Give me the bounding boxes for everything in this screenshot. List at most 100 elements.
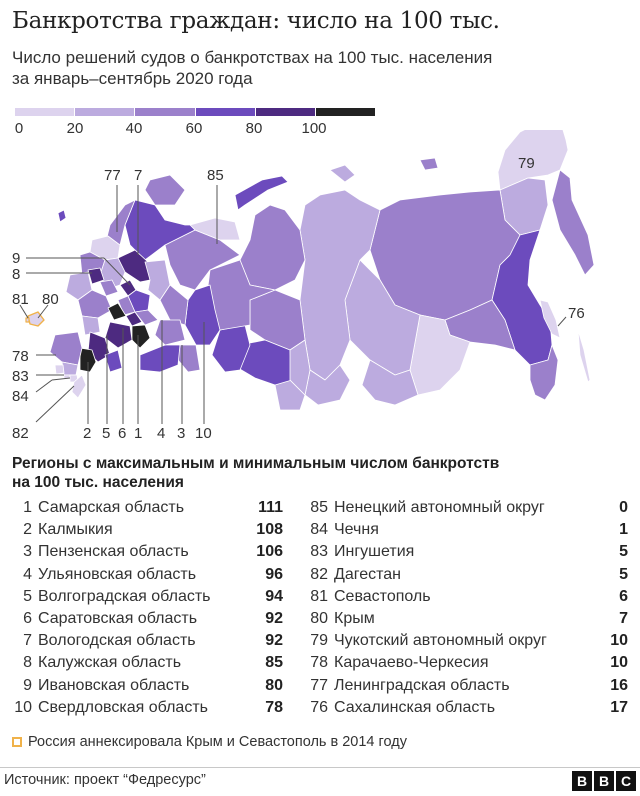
map-label-8: 8 [12,266,20,283]
list-item: 3 Пензенская область 106 [6,541,283,563]
map-label-9: 9 [12,250,20,267]
map-label-10: 10 [195,425,212,442]
region-novaya-zemlya [234,175,289,211]
russia-choropleth-map: 77 7 85 79 76 9 8 81 80 78 83 84 82 2 5 … [12,130,595,442]
value: 10 [610,632,628,650]
region-name: Вологодская область [38,632,196,650]
rank: 6 [23,610,32,628]
bbc-logo-letter: B [572,771,592,791]
map-label-5: 5 [102,425,110,442]
chart-title: Банкротства граждан: число на 100 тыс. [12,8,500,34]
list-item: 5 Волгоградская область 94 [6,586,283,608]
region-moscow [99,279,119,297]
rank: 8 [23,654,32,672]
region-sevastopol [25,317,30,323]
region-tuva [304,364,351,406]
region-name: Калмыкия [38,521,113,539]
region-taimyr-islands [329,164,356,183]
legend-swatch-40 [135,108,195,116]
value: 1 [619,521,628,539]
map-label-80: 80 [42,291,59,308]
value: 7 [619,610,628,628]
region-name: Сахалинская область [334,698,496,716]
rank: 10 [14,698,32,716]
value: 16 [610,676,628,694]
legend-tick: 100 [301,120,327,137]
region-kamchatka [551,169,595,276]
rank: 9 [23,676,32,694]
region-murmansk [144,174,186,206]
map-label-81: 81 [12,291,29,308]
region-name: Карачаево-Черкесия [334,654,489,672]
region-name: Дагестан [334,565,401,583]
region-name: Ивановская область [38,676,190,694]
rank: 81 [310,587,328,605]
list-item: 84 Чечня 1 [306,519,628,541]
region-chelyabinsk [177,344,201,373]
rank: 1 [23,499,32,517]
map-label-77: 77 [104,167,121,184]
rank: 85 [310,499,328,517]
legend-swatch-100 [315,108,376,116]
value: 78 [265,698,283,716]
value: 108 [256,521,283,539]
region-name: Ингушетия [334,543,415,561]
region-name: Саратовская область [38,610,198,628]
list-item: 4 Ульяновская область 96 [6,564,283,586]
region-orenburg [139,344,181,373]
value: 0 [619,499,628,517]
value: 6 [619,587,628,605]
list-item: 8 Калужская область 85 [6,652,283,674]
bbc-logo-letter: B [594,771,614,791]
legend-tick: 80 [245,120,263,137]
map-label-78: 78 [12,348,29,365]
value: 96 [265,565,283,583]
region-arkhangelsk [124,199,196,261]
rank: 78 [310,654,328,672]
value: 94 [265,587,283,605]
table-title-line-1: Регионы с максимальным и минимальным чис… [12,455,500,472]
region-rostov-krasnodar [49,331,83,366]
region-name: Волгоградская область [38,587,211,605]
region-kurils [577,329,591,383]
map-label-2: 2 [83,425,91,442]
region-name: Севастополь [334,587,431,605]
region-kaliningrad [57,209,67,223]
list-item: 78 Карачаево-Черкесия 10 [306,652,628,674]
list-item: 1 Самарская область 111 [6,497,283,519]
region-severnaya-zemlya [419,157,439,171]
list-item: 83 Ингушетия 5 [306,541,628,563]
region-tatarstan [134,309,159,326]
legend-swatch-80 [255,108,315,116]
value: 5 [619,565,628,583]
subtitle-line-1: Число решений судов о банкротствах на 10… [12,48,493,67]
value: 17 [610,698,628,716]
bottom-regions-list: 85 Ненецкий автономный округ 0 84 Чечня 1 83… [306,497,628,719]
rank: 82 [310,565,328,583]
region-name: Калужская область [38,654,182,672]
legend-tick: 60 [185,120,203,137]
region-name: Ленинградская область [334,676,510,694]
region-name: Чечня [334,521,379,539]
map-label-79: 79 [518,155,535,172]
rank: 5 [23,587,32,605]
list-item: 85 Ненецкий автономный округ 0 [306,497,628,519]
bbc-logo-letter: C [616,771,636,791]
list-item: 80 Крым 7 [306,608,628,630]
list-item: 2 Калмыкия 108 [6,519,283,541]
list-item: 77 Ленинградская область 16 [306,675,628,697]
region-ulyanovsk [125,311,143,327]
list-item: 10 Свердловская область 78 [6,697,283,719]
rank: 3 [23,543,32,561]
region-name: Ненецкий автономный округ [334,499,545,517]
annexation-note-text: Россия аннексировала Крым и Севастополь … [28,734,407,750]
map-label-3: 3 [177,425,185,442]
bbc-logo: B B C [572,771,636,791]
annexed-outline-key-icon [12,737,22,747]
list-item: 9 Ивановская область 80 [6,675,283,697]
map-label-85: 85 [207,167,224,184]
map-label-7: 7 [134,167,142,184]
map-label-83: 83 [12,368,29,385]
legend-tick: 20 [66,120,84,137]
region-sakhalin [539,299,561,339]
